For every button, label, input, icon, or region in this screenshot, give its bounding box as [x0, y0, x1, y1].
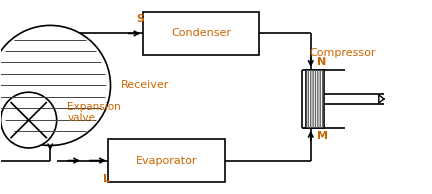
- Text: Compressor: Compressor: [310, 48, 376, 58]
- Text: N: N: [317, 57, 327, 67]
- Bar: [143, 12, 259, 55]
- Text: M: M: [317, 131, 328, 140]
- Bar: [306, 70, 324, 128]
- Text: Evaporator: Evaporator: [136, 156, 197, 165]
- Text: Expansion
valve: Expansion valve: [67, 102, 121, 123]
- Text: L: L: [103, 174, 110, 184]
- Bar: [306, 70, 324, 128]
- Ellipse shape: [0, 25, 111, 146]
- Ellipse shape: [1, 92, 57, 148]
- Text: Receiver: Receiver: [121, 81, 170, 90]
- Text: Condenser: Condenser: [171, 29, 231, 38]
- Bar: [108, 139, 225, 182]
- Text: S: S: [137, 14, 145, 24]
